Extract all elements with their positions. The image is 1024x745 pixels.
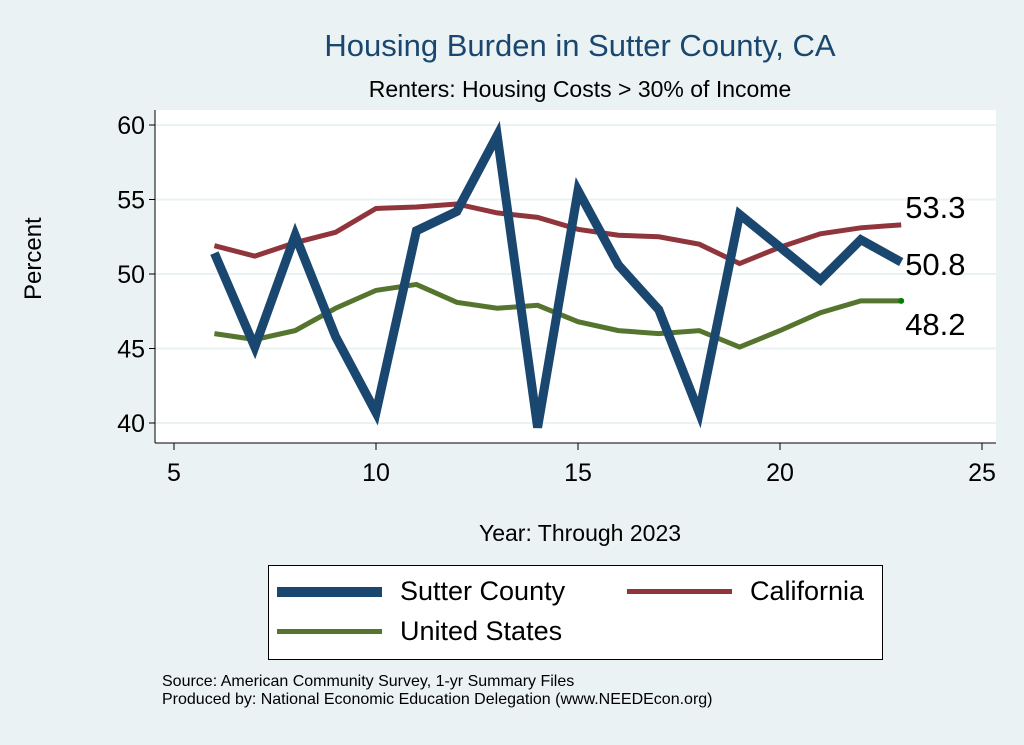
legend-swatch (277, 586, 382, 597)
source-line: Source: American Community Survey, 1-yr … (162, 673, 575, 690)
series-line-california (213, 201, 902, 267)
legend-label: United States (400, 616, 563, 646)
x-axis-label: Year: Through 2023 (478, 520, 682, 546)
x-tick-label: 20 (766, 459, 794, 487)
us-end-marker (898, 297, 905, 304)
y-tick-label: 45 (117, 336, 145, 364)
source-note: Source: American Community Survey, 1-yr … (162, 673, 713, 709)
x-tick-label: 15 (564, 459, 592, 487)
legend-item-california: California (627, 576, 864, 607)
x-tick-label: 25 (968, 459, 996, 487)
end-label: 48.2 (905, 307, 965, 342)
legend-item-us: United States (277, 616, 562, 647)
chart-subtitle: Renters: Housing Costs > 30% of Income (368, 76, 792, 102)
chart-title: Housing Burden in Sutter County, CA (324, 28, 836, 63)
y-tick-label: 50 (117, 261, 145, 289)
producer-line: Produced by: National Economic Education… (162, 691, 713, 708)
legend-swatch (277, 629, 382, 634)
x-tick-label: 10 (362, 459, 390, 487)
legend-swatch (627, 589, 732, 594)
y-tick-label: 60 (117, 112, 145, 140)
series-line-sutter-county (210, 121, 904, 429)
legend: Sutter County California United States (268, 565, 883, 660)
y-tick-label: 55 (117, 187, 145, 215)
legend-label: Sutter County (400, 576, 566, 606)
y-tick-label: 40 (117, 410, 145, 438)
legend-item-sutter: Sutter County (277, 576, 565, 607)
plot-background (155, 110, 996, 443)
end-label: 50.8 (905, 247, 965, 282)
legend-label: California (750, 576, 865, 606)
x-tick-label: 5 (167, 459, 181, 487)
end-label: 53.3 (905, 190, 965, 225)
